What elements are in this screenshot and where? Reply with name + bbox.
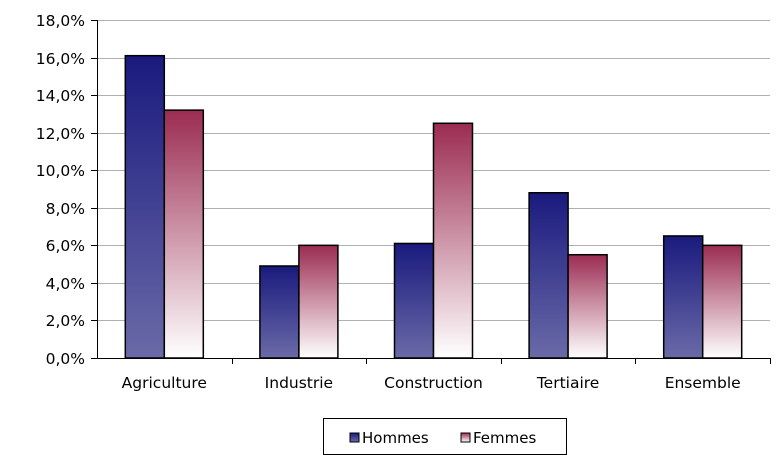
x-tick-label: Agriculture xyxy=(122,374,207,392)
bar-hommes-tertiaire xyxy=(528,192,569,359)
legend-label-femmes: Femmes xyxy=(473,429,536,447)
bar-femmes-industrie xyxy=(298,244,339,359)
bar-hommes-construction xyxy=(393,242,435,359)
legend-swatch-femmes xyxy=(460,432,471,443)
x-tick-label: Construction xyxy=(384,374,483,392)
x-tick-label: Industrie xyxy=(265,374,333,392)
y-tick-label: 16,0% xyxy=(36,50,85,68)
bar-femmes-construction xyxy=(432,122,474,359)
y-tick-label: 2,0% xyxy=(46,312,85,330)
y-tick-label: 8,0% xyxy=(46,200,85,218)
bar-hommes-industrie xyxy=(259,265,300,359)
y-tick-label: 0,0% xyxy=(46,350,85,368)
y-tick-label: 6,0% xyxy=(46,237,85,255)
legend-box xyxy=(323,418,567,455)
y-tick-label: 14,0% xyxy=(36,87,85,105)
x-tick-label: Tertiaire xyxy=(536,374,600,392)
bar-hommes-agriculture xyxy=(124,54,166,359)
x-tick-label: Ensemble xyxy=(665,374,741,392)
y-tick-label: 4,0% xyxy=(46,275,85,293)
legend-label-hommes: Hommes xyxy=(362,429,429,447)
bar-hommes-ensemble xyxy=(662,235,704,359)
y-tick-label: 18,0% xyxy=(36,12,85,30)
legend-swatch-hommes xyxy=(349,432,360,443)
axes: 0,0% 2,0% 4,0% 6,0% 8,0% 10,0% 12,0% 14,0% 16,0%… xyxy=(36,12,771,392)
y-tick-label: 12,0% xyxy=(36,125,85,143)
bar-femmes-ensemble xyxy=(701,244,743,359)
y-tick-label: 10,0% xyxy=(36,162,85,180)
bars xyxy=(124,54,743,359)
bar-femmes-tertiaire xyxy=(567,253,608,359)
bar-femmes-agriculture xyxy=(163,109,205,359)
legend: Hommes Femmes xyxy=(323,418,567,455)
